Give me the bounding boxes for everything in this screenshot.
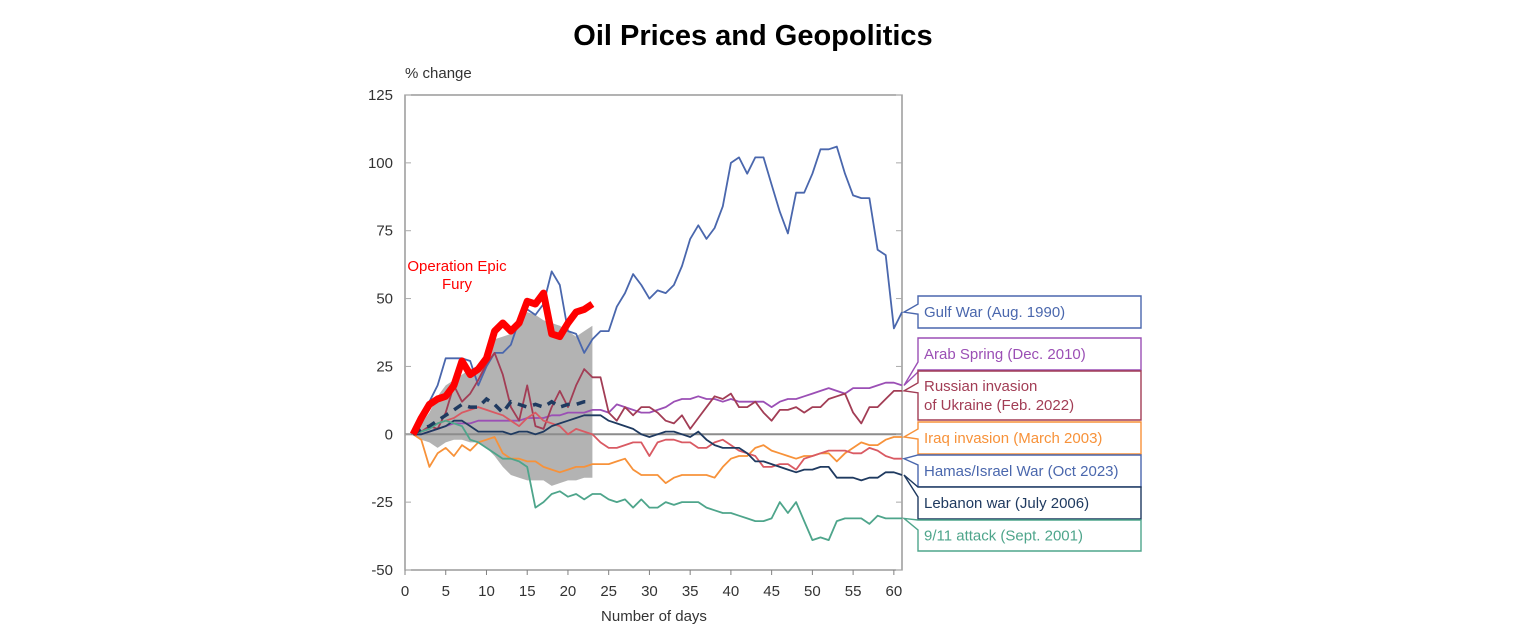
y-tick-label: 75: [376, 223, 393, 240]
average-dashed-line: [412, 396, 593, 436]
annotation-label: Operation Epic Fury: [407, 258, 507, 293]
x-tick-label: 30: [641, 583, 658, 600]
y-tick-label: 25: [376, 358, 393, 375]
series-line-4: [412, 406, 902, 471]
x-tick-label: 60: [886, 583, 903, 600]
x-tick-label: 10: [478, 583, 495, 600]
series-line-2: [412, 351, 902, 436]
y-axis-label: % change: [405, 65, 472, 82]
x-tick-label: 35: [682, 583, 699, 600]
x-tick-label: 20: [560, 583, 577, 600]
series-line-1: [413, 381, 903, 436]
callout-box: [903, 474, 1142, 520]
chart-title: Oil Prices and Geopolitics: [573, 20, 933, 52]
y-tick-label: -50: [371, 562, 393, 579]
x-tick-label: 15: [519, 583, 536, 600]
x-axis-label: Number of days: [601, 608, 707, 625]
callout-label: Hamas/Israel War (Oct 2023): [924, 463, 1119, 480]
callout-label: 9/11 attack (Sept. 2001): [924, 528, 1083, 545]
callout-box: [901, 517, 1142, 552]
operation-epic-fury-line: [409, 289, 595, 436]
x-tick-label: 45: [763, 583, 780, 600]
x-tick-label: 55: [845, 583, 862, 600]
y-tick-label: 50: [376, 291, 393, 308]
callout-label: Russian invasion: [924, 378, 1037, 395]
y-tick-label: 0: [385, 426, 393, 443]
x-tick-label: 0: [401, 583, 409, 600]
annotation-line: Fury: [442, 276, 473, 293]
callout-label: Arab Spring (Dec. 2010): [924, 346, 1086, 363]
y-tick-label: -25: [371, 494, 393, 511]
callout-box: [901, 295, 1142, 329]
series-line-6: [412, 419, 902, 541]
callout-label: Iraq invasion (March 2003): [924, 430, 1102, 447]
y-tick-label: 100: [368, 155, 393, 172]
x-tick-label: 40: [723, 583, 740, 600]
range-band: [413, 312, 593, 486]
callout-label: Gulf War (Aug. 1990): [924, 304, 1065, 321]
x-tick-label: 5: [442, 583, 450, 600]
x-tick-label: 25: [600, 583, 617, 600]
callout-box: [901, 421, 1142, 455]
callout-label: of Ukraine (Feb. 2022): [924, 397, 1074, 414]
y-tick-label: 125: [368, 87, 393, 104]
x-tick-label: 50: [804, 583, 821, 600]
series-line-5: [413, 414, 903, 482]
callout-box: [901, 370, 1142, 421]
plot-frame: [404, 94, 903, 571]
annotation-line: Operation Epic: [407, 258, 507, 275]
callout-label: Lebanon war (July 2006): [924, 495, 1089, 512]
